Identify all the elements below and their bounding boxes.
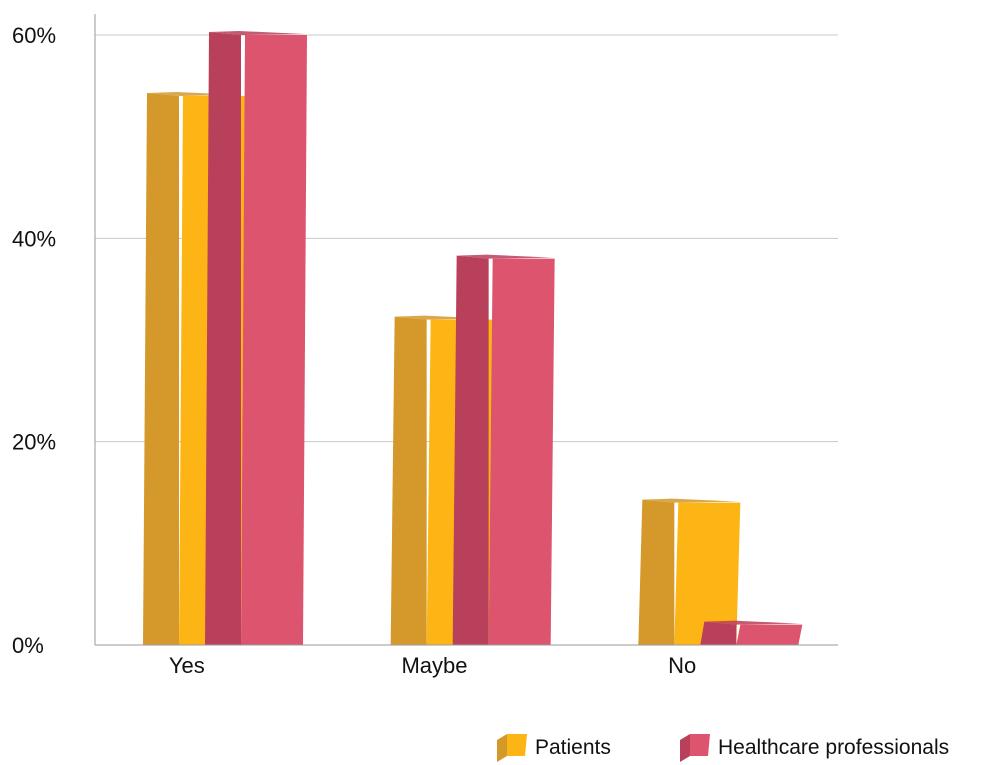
y-tick-label: 40% xyxy=(12,226,56,251)
bar xyxy=(700,620,803,645)
legend-swatch-side xyxy=(497,734,507,762)
legend-swatch xyxy=(507,734,527,756)
bar xyxy=(638,498,741,645)
bar-top xyxy=(209,31,305,35)
bars xyxy=(143,31,803,645)
legend-label: Patients xyxy=(535,736,611,759)
legend-label: Healthcare professionals xyxy=(718,736,949,759)
bar-top xyxy=(456,254,553,259)
bar-side xyxy=(143,93,179,645)
y-tick-label: 60% xyxy=(12,23,56,48)
bar-top xyxy=(704,620,801,625)
x-tick-label: Maybe xyxy=(401,653,467,678)
bar-side xyxy=(205,32,241,645)
legend-item: Patients xyxy=(497,734,611,762)
legend: Patients Healthcare professionals xyxy=(497,734,949,762)
y-tick-label: 0% xyxy=(12,633,44,658)
bar-front xyxy=(488,258,555,645)
bar-front xyxy=(736,624,803,645)
bar-side xyxy=(700,621,737,645)
legend-item: Healthcare professionals xyxy=(680,734,949,762)
bar-side xyxy=(638,499,675,645)
bar-front xyxy=(674,502,741,645)
x-tick-labels: Yes Maybe No xyxy=(169,653,696,678)
bar-side xyxy=(452,255,489,645)
y-tick-labels: 0% 20% 40% 60% xyxy=(12,23,56,658)
legend-swatch-side xyxy=(680,734,690,762)
bar xyxy=(205,31,307,645)
legend-swatch xyxy=(690,734,710,756)
x-tick-label: No xyxy=(668,653,696,678)
x-tick-label: Yes xyxy=(169,653,205,678)
bar-side xyxy=(390,316,427,645)
y-tick-label: 20% xyxy=(12,430,56,455)
axes xyxy=(94,14,838,646)
bar-front xyxy=(241,35,307,645)
bar xyxy=(452,254,555,645)
bar-top xyxy=(642,498,739,503)
